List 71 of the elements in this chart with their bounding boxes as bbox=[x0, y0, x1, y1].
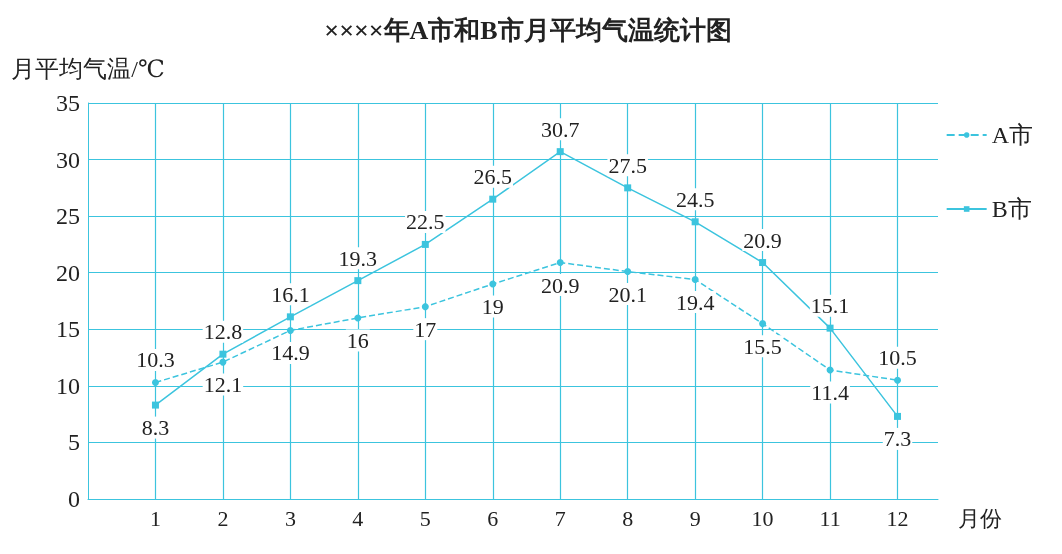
x-tick-label: 8 bbox=[622, 505, 634, 531]
chart-title: ××××年A市和B市月平均气温统计图 bbox=[324, 15, 732, 45]
point bbox=[624, 268, 632, 276]
x-tick-label: 12 bbox=[886, 505, 909, 531]
x-tick-label: 11 bbox=[819, 505, 841, 531]
point bbox=[894, 376, 902, 384]
x-tick-label: 9 bbox=[689, 505, 701, 531]
y-tick-label: 35 bbox=[56, 90, 80, 116]
point bbox=[354, 277, 362, 285]
legend-label: B市 bbox=[991, 196, 1032, 222]
point bbox=[894, 412, 902, 420]
data-label: 7.3 bbox=[883, 426, 912, 452]
y-axis-title: 月平均气温/℃ bbox=[11, 56, 165, 82]
data-label: 10.3 bbox=[136, 347, 175, 373]
point bbox=[286, 313, 294, 321]
data-label: 26.5 bbox=[473, 164, 513, 190]
x-tick-label: 2 bbox=[217, 505, 229, 531]
data-label: 20.1 bbox=[608, 281, 647, 307]
y-tick-label: 5 bbox=[68, 429, 80, 456]
y-tick-label: 15 bbox=[56, 316, 80, 343]
y-tick-label: 25 bbox=[56, 203, 80, 230]
data-label: 22.5 bbox=[406, 209, 445, 235]
x-tick-label: 3 bbox=[284, 505, 296, 531]
data-label: 24.5 bbox=[675, 186, 715, 212]
point bbox=[489, 195, 497, 203]
point bbox=[151, 378, 159, 386]
x-tick-label: 10 bbox=[751, 505, 774, 531]
point bbox=[219, 350, 227, 358]
y-tick-label: 10 bbox=[56, 372, 80, 399]
point bbox=[691, 276, 699, 283]
x-tick-label: 1 bbox=[149, 505, 161, 531]
x-tick-label: 6 bbox=[487, 505, 499, 531]
x-tick-label: 7 bbox=[554, 505, 566, 531]
point bbox=[489, 280, 497, 288]
data-label: 15.1 bbox=[810, 293, 850, 319]
data-label: 10.5 bbox=[878, 345, 917, 371]
data-label: 20.9 bbox=[540, 272, 580, 298]
data-label: 8.3 bbox=[141, 415, 170, 441]
y-tick-label: 30 bbox=[56, 146, 80, 173]
data-label: 30.7 bbox=[540, 116, 580, 142]
data-label: 19.4 bbox=[675, 289, 715, 315]
point bbox=[421, 303, 429, 311]
point bbox=[556, 148, 564, 156]
point bbox=[691, 218, 699, 226]
point bbox=[421, 240, 429, 248]
point bbox=[759, 320, 767, 328]
data-label: 12.1 bbox=[203, 372, 243, 398]
data-label: 15.5 bbox=[743, 333, 782, 359]
y-tick-label: 20 bbox=[56, 259, 80, 286]
point bbox=[759, 259, 767, 267]
data-label: 14.9 bbox=[271, 340, 310, 366]
point bbox=[624, 184, 632, 192]
point bbox=[556, 259, 564, 267]
data-label: 16 bbox=[346, 327, 369, 353]
x-axis-title: 月份 bbox=[958, 505, 1002, 531]
point bbox=[826, 324, 834, 332]
data-label: 16.1 bbox=[271, 281, 310, 307]
data-label: 19.3 bbox=[338, 245, 378, 271]
point bbox=[354, 314, 362, 322]
data-label: 19 bbox=[481, 294, 504, 320]
x-tick-label: 5 bbox=[419, 505, 431, 531]
data-label: 11.4 bbox=[811, 380, 849, 406]
data-label: 20.9 bbox=[743, 227, 782, 253]
data-label: 17 bbox=[414, 316, 437, 342]
point bbox=[151, 401, 159, 409]
data-label: 27.5 bbox=[608, 152, 647, 178]
y-tick-label: 0 bbox=[68, 486, 80, 512]
x-tick-label: 4 bbox=[352, 505, 364, 531]
data-label: 12.8 bbox=[203, 319, 243, 345]
legend-label: A市 bbox=[991, 122, 1034, 148]
point bbox=[286, 326, 294, 334]
